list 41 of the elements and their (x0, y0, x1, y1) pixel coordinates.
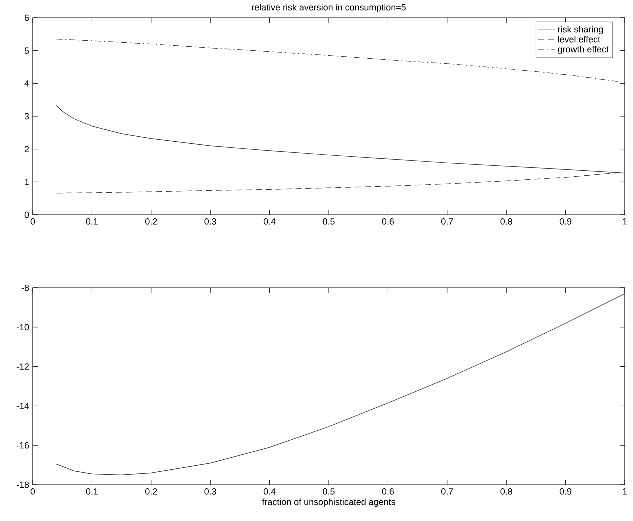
x-tick-label: 0.5 (323, 488, 335, 495)
x-tick-label: 0.7 (442, 488, 454, 495)
x-tick-label: 0 (30, 218, 36, 225)
y-tick-label: 5 (24, 48, 30, 54)
chart-title: relative risk aversion in consumption=5 (252, 4, 406, 12)
legend-label: risk sharing (558, 26, 604, 34)
x-tick-label: 0.8 (500, 488, 512, 495)
x-tick-label: 0.1 (86, 218, 98, 225)
x-tick-label: 0.6 (382, 488, 394, 495)
x-tick-label: 1 (623, 218, 628, 225)
y-tick-label: -12 (16, 364, 30, 370)
x-tick-label: 0.8 (500, 218, 512, 225)
x-tick-label: 0.2 (146, 488, 158, 495)
x-tick-label: 0.4 (264, 488, 276, 495)
x-tick-label: 0 (30, 488, 36, 495)
x-tick-label: 0.3 (204, 218, 216, 225)
line-series (56, 294, 626, 476)
y-tick-label: 6 (24, 14, 30, 22)
x-tick-label: 0.3 (204, 488, 216, 495)
y-tick-label: 2 (24, 146, 30, 152)
y-tick-label: 4 (24, 80, 30, 87)
x-tick-label: 0.9 (560, 488, 572, 495)
x-tick-label: 0.5 (323, 218, 335, 225)
x-tick-label: 0.1 (86, 488, 98, 495)
y-tick-label: 3 (24, 113, 30, 120)
y-tick-label: 0 (24, 212, 30, 218)
y-tick-label: -16 (16, 442, 30, 449)
x-tick-label: 1 (623, 488, 628, 495)
y-tick-label: -8 (22, 284, 30, 292)
legend-label: level effect (558, 36, 600, 43)
y-tick-label: 1 (25, 179, 30, 186)
x-tick-label: 0.9 (560, 218, 572, 225)
x-axis-title: fraction of unsophisticated agents (262, 498, 396, 508)
y-tick-label: -10 (16, 324, 30, 331)
x-tick-label: 0.7 (442, 218, 454, 225)
y-tick-label: -14 (16, 403, 30, 410)
x-tick-label: 0.4 (264, 218, 276, 225)
x-tick-label: 0.6 (382, 218, 394, 225)
x-tick-label: 0.2 (146, 218, 158, 225)
legend-label: growth effect (558, 46, 609, 54)
y-tick-label: -18 (16, 482, 30, 488)
